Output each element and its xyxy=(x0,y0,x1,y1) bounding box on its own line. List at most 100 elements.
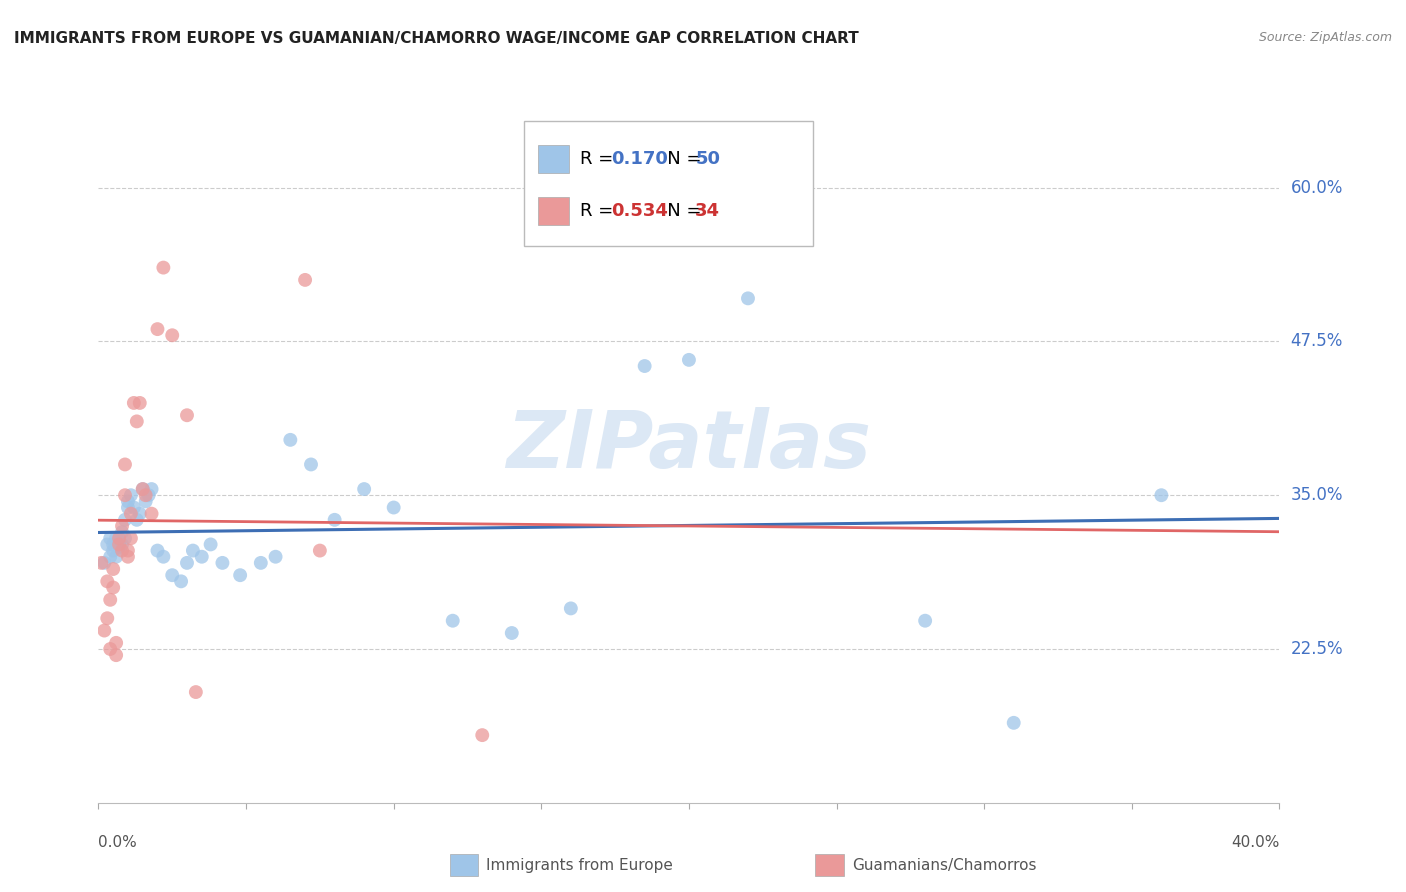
Point xyxy=(1002,715,1025,730)
Text: N =: N = xyxy=(650,150,707,168)
Point xyxy=(111,519,134,533)
Point xyxy=(103,537,125,551)
Text: 50: 50 xyxy=(695,150,720,168)
Text: 0.0%: 0.0% xyxy=(98,836,138,850)
Point xyxy=(132,482,155,496)
Point xyxy=(152,260,174,275)
Point xyxy=(105,549,128,564)
Point xyxy=(120,531,142,545)
Point xyxy=(128,507,150,521)
Point xyxy=(105,531,128,545)
Point xyxy=(108,537,131,551)
Point xyxy=(114,513,136,527)
Point xyxy=(125,513,148,527)
Point xyxy=(309,543,332,558)
Text: R =: R = xyxy=(579,202,619,220)
Point xyxy=(128,396,150,410)
Point xyxy=(737,291,759,305)
Point xyxy=(1150,488,1173,502)
Point xyxy=(200,537,222,551)
Point xyxy=(170,574,193,589)
Point xyxy=(98,549,121,564)
Point xyxy=(122,396,145,410)
Point xyxy=(103,543,125,558)
Point xyxy=(111,537,134,551)
Text: 22.5%: 22.5% xyxy=(1291,640,1343,658)
Point xyxy=(135,494,157,508)
Point xyxy=(294,273,316,287)
Point xyxy=(138,488,160,502)
Point xyxy=(117,500,139,515)
Point xyxy=(120,507,142,521)
Point xyxy=(184,685,207,699)
Point xyxy=(181,543,204,558)
Point xyxy=(299,458,322,472)
Point xyxy=(135,488,157,502)
Point xyxy=(117,494,139,508)
Point xyxy=(264,549,287,564)
Point xyxy=(117,543,139,558)
Point xyxy=(105,636,128,650)
Point xyxy=(162,328,183,343)
Point xyxy=(229,568,252,582)
Point xyxy=(103,581,125,595)
Point xyxy=(353,482,375,496)
Point xyxy=(117,549,139,564)
Point xyxy=(114,531,136,545)
Text: 35.0%: 35.0% xyxy=(1291,486,1343,504)
Point xyxy=(125,414,148,428)
Point xyxy=(98,642,121,657)
Point xyxy=(162,568,183,582)
Text: Guamanians/Chamorros: Guamanians/Chamorros xyxy=(852,858,1036,872)
Point xyxy=(108,531,131,545)
Point xyxy=(678,352,700,367)
Point xyxy=(98,592,121,607)
Text: 0.170: 0.170 xyxy=(610,150,668,168)
Point xyxy=(146,322,169,336)
Text: 0.534: 0.534 xyxy=(610,202,668,220)
Point xyxy=(560,601,582,615)
Text: IMMIGRANTS FROM EUROPE VS GUAMANIAN/CHAMORRO WAGE/INCOME GAP CORRELATION CHART: IMMIGRANTS FROM EUROPE VS GUAMANIAN/CHAM… xyxy=(14,31,859,46)
Point xyxy=(103,562,125,576)
Point xyxy=(108,540,131,554)
Text: 60.0%: 60.0% xyxy=(1291,178,1343,196)
Point xyxy=(280,433,302,447)
Point xyxy=(96,537,118,551)
Point xyxy=(132,482,155,496)
Text: 40.0%: 40.0% xyxy=(1232,836,1279,850)
Point xyxy=(914,614,936,628)
Point xyxy=(93,556,115,570)
Point xyxy=(98,531,121,545)
Point xyxy=(96,574,118,589)
Text: N =: N = xyxy=(650,202,707,220)
Point xyxy=(471,728,494,742)
Point xyxy=(114,488,136,502)
Point xyxy=(141,482,163,496)
Point xyxy=(176,556,198,570)
Point xyxy=(122,500,145,515)
Point xyxy=(108,535,131,549)
Point xyxy=(501,626,523,640)
Text: 47.5%: 47.5% xyxy=(1291,333,1343,351)
Point xyxy=(93,624,115,638)
Point xyxy=(323,513,346,527)
Point xyxy=(382,500,405,515)
Point xyxy=(211,556,233,570)
Point xyxy=(191,549,214,564)
Point xyxy=(111,543,134,558)
Point xyxy=(141,507,163,521)
Point xyxy=(441,614,464,628)
Point xyxy=(96,611,118,625)
Point xyxy=(120,488,142,502)
Point xyxy=(105,648,128,662)
Point xyxy=(152,549,174,564)
Point xyxy=(634,359,657,373)
Point xyxy=(114,458,136,472)
Point xyxy=(146,543,169,558)
Text: Source: ZipAtlas.com: Source: ZipAtlas.com xyxy=(1258,31,1392,45)
Text: R =: R = xyxy=(579,150,619,168)
Text: 34: 34 xyxy=(695,202,720,220)
Point xyxy=(90,556,112,570)
Text: ZIPatlas: ZIPatlas xyxy=(506,407,872,485)
Text: Immigrants from Europe: Immigrants from Europe xyxy=(486,858,673,872)
